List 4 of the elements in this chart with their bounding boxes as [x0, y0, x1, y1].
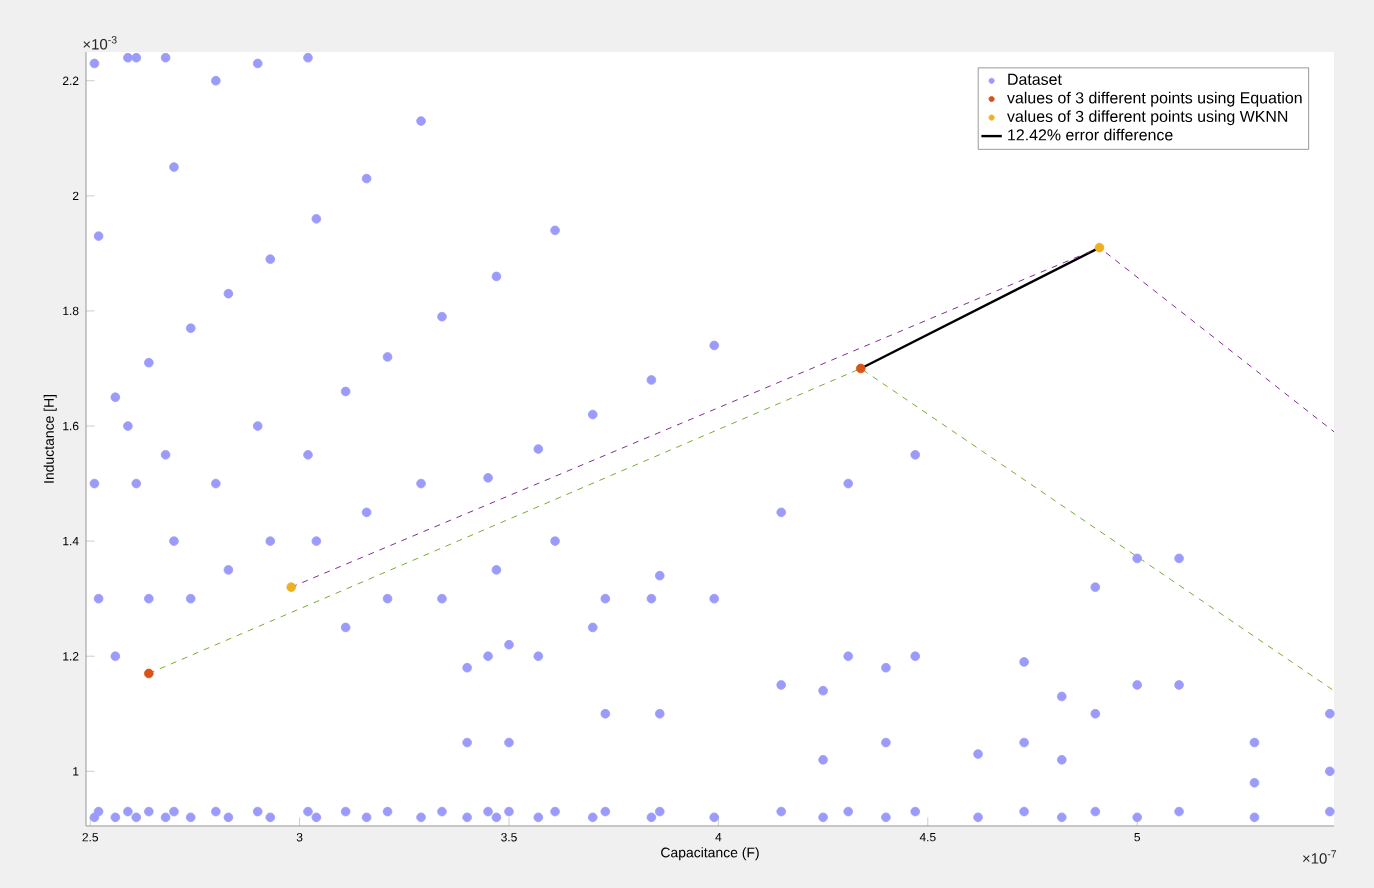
point: [286, 582, 297, 592]
point: [1094, 242, 1105, 253]
point: [144, 668, 154, 679]
point: [856, 363, 866, 374]
